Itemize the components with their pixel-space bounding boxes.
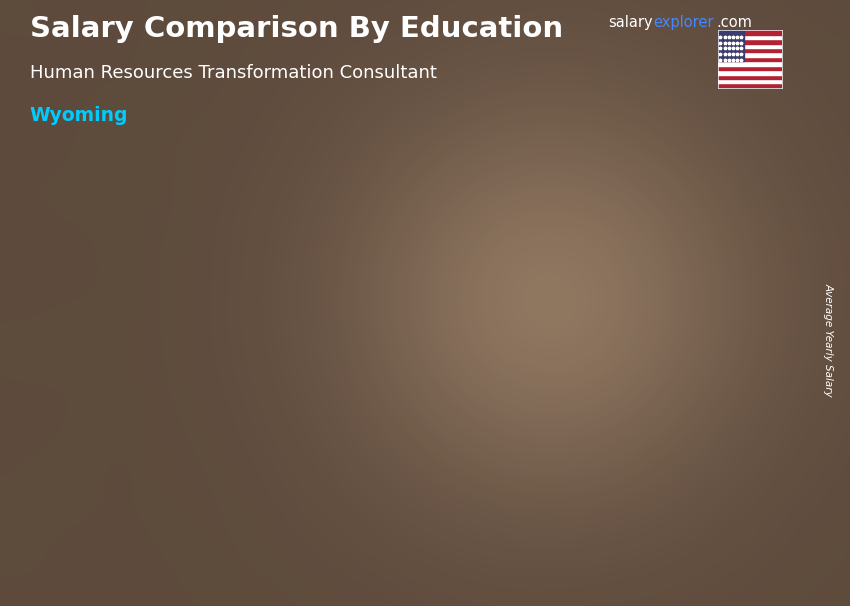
- Bar: [718, 48, 782, 53]
- Bar: [126, 428, 214, 515]
- Text: +31%: +31%: [564, 356, 626, 375]
- Text: Wyoming: Wyoming: [30, 106, 128, 125]
- Text: Average Yearly Salary: Average Yearly Salary: [824, 282, 834, 396]
- Bar: [636, 321, 724, 344]
- Text: 58,000 USD: 58,000 USD: [105, 409, 191, 422]
- Bar: [296, 412, 384, 515]
- Bar: [718, 70, 782, 75]
- Bar: [718, 39, 782, 44]
- Bar: [466, 366, 554, 384]
- Text: +45%: +45%: [394, 387, 456, 406]
- Bar: [718, 53, 782, 57]
- Polygon shape: [214, 428, 224, 515]
- Text: .com: .com: [717, 15, 752, 30]
- Polygon shape: [724, 321, 734, 515]
- Bar: [718, 30, 782, 35]
- Bar: [718, 35, 782, 39]
- Bar: [126, 428, 214, 438]
- Text: Human Resources Transformation Consultant: Human Resources Transformation Consultan…: [30, 64, 437, 82]
- Bar: [636, 321, 724, 515]
- Bar: [718, 61, 782, 65]
- Bar: [466, 366, 554, 515]
- Bar: [718, 30, 744, 61]
- Bar: [718, 75, 782, 79]
- Text: +18%: +18%: [224, 416, 286, 435]
- Bar: [718, 65, 782, 70]
- Text: Salary Comparison By Education: Salary Comparison By Education: [30, 15, 563, 43]
- Text: 129,000 USD: 129,000 USD: [620, 302, 717, 315]
- Text: 68,200 USD: 68,200 USD: [280, 393, 366, 407]
- Bar: [718, 57, 782, 61]
- Text: salary: salary: [608, 15, 653, 30]
- Text: explorer: explorer: [653, 15, 713, 30]
- Polygon shape: [554, 366, 564, 515]
- Bar: [718, 79, 782, 84]
- Bar: [718, 44, 782, 48]
- Polygon shape: [384, 412, 394, 515]
- Text: 98,800 USD: 98,800 USD: [450, 347, 536, 361]
- Bar: [718, 84, 782, 88]
- Bar: [296, 412, 384, 425]
